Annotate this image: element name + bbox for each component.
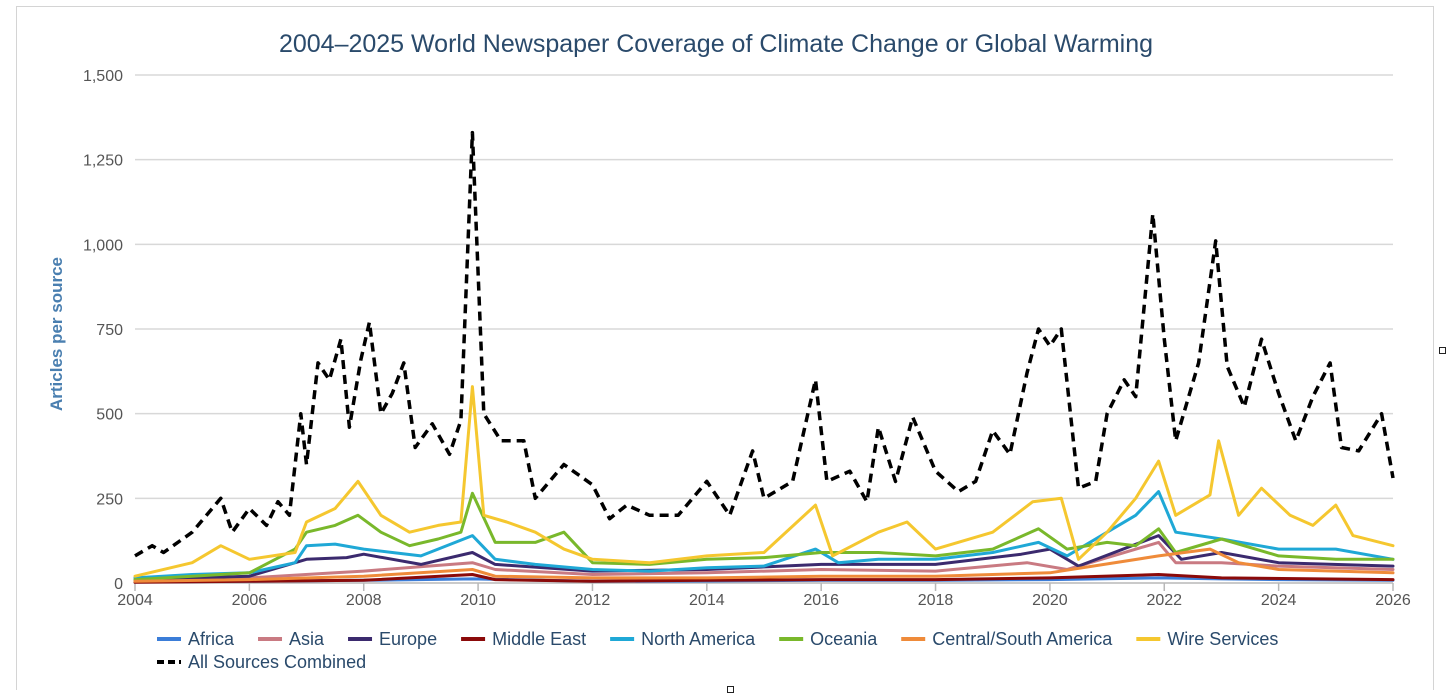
- line-chart: 2004–2025 World Newspaper Coverage of Cl…: [47, 30, 1411, 672]
- legend-item: Asia: [258, 629, 325, 649]
- x-tick-label: 2010: [460, 592, 496, 609]
- legend-item: Wire Services: [1136, 629, 1278, 649]
- legend-item: Africa: [157, 629, 235, 649]
- legend-item: Middle East: [461, 629, 586, 649]
- y-tick-label: 0: [114, 576, 123, 593]
- legend-label: North America: [641, 629, 756, 649]
- chart-title: 2004–2025 World Newspaper Coverage of Cl…: [279, 30, 1153, 58]
- x-tick-label: 2018: [918, 592, 954, 609]
- x-tick-label: 2022: [1146, 592, 1182, 609]
- x-tick-label: 2026: [1375, 592, 1411, 609]
- legend-label: Oceania: [810, 629, 878, 649]
- grid-lines: [135, 74, 1393, 500]
- series-line-oceania: [133, 491, 1395, 582]
- legend-label: Europe: [379, 629, 437, 649]
- x-tick-label: 2014: [689, 592, 725, 609]
- x-tick-label: 2016: [803, 592, 839, 609]
- series-lines: [133, 130, 1395, 584]
- resize-handle-right[interactable]: [1439, 347, 1446, 354]
- y-tick-label: 1,000: [83, 237, 123, 254]
- x-axis: 2004 2006 2008 2010 2012 2014 2016 2018 2020 2022…: [117, 582, 1411, 609]
- legend-label: Wire Services: [1167, 629, 1278, 649]
- y-tick-label: 750: [96, 322, 123, 339]
- y-tick-label: 1,500: [83, 68, 123, 85]
- x-tick-label: 2006: [232, 592, 268, 609]
- x-tick-label: 2008: [346, 592, 382, 609]
- legend-label: Central/South America: [932, 629, 1113, 649]
- legend-label: Africa: [188, 629, 235, 649]
- series-line-wire-services: [133, 385, 1395, 578]
- y-tick-label: 250: [96, 491, 123, 508]
- legend-item: All Sources Combined: [157, 652, 366, 672]
- x-tick-label: 2012: [575, 592, 611, 609]
- legend-label: All Sources Combined: [188, 652, 366, 672]
- legend-item: Central/South America: [901, 629, 1113, 649]
- y-axis-ticks: 0 250 500 750 1,000 1,250 1,500: [83, 68, 123, 593]
- series-line-middle-east: [133, 573, 1395, 584]
- series-line-north-america: [133, 490, 1395, 580]
- legend-item: Oceania: [779, 629, 878, 649]
- chart-frame: 2004–2025 World Newspaper Coverage of Cl…: [16, 6, 1434, 690]
- y-tick-label: 500: [96, 407, 123, 424]
- legend-label: Asia: [289, 629, 325, 649]
- y-axis-label: Articles per source: [47, 257, 66, 411]
- series-line-all-sources-combined: [134, 130, 1395, 558]
- y-tick-label: 1,250: [83, 153, 123, 170]
- x-tick-label: 2024: [1261, 592, 1297, 609]
- x-tick-label: 2020: [1032, 592, 1068, 609]
- legend: Africa Asia Europe Middle East North America…: [157, 629, 1278, 672]
- series-line-asia: [133, 540, 1395, 582]
- legend-item: North America: [610, 629, 756, 649]
- legend-label: Middle East: [492, 629, 586, 649]
- series-line-central-south-america: [133, 547, 1395, 583]
- legend-item: Europe: [348, 629, 437, 649]
- x-tick-label: 2004: [117, 592, 153, 609]
